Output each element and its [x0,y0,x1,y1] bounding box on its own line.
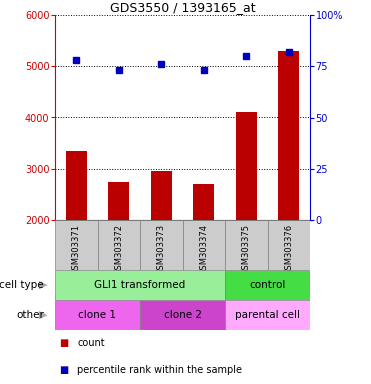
Text: percentile rank within the sample: percentile rank within the sample [77,364,242,374]
Bar [225,300,310,330]
Text: GSM303373: GSM303373 [157,224,166,275]
Text: parental cell: parental cell [235,310,300,320]
Bar [151,171,172,220]
Bar [108,182,129,220]
Text: cell type: cell type [0,280,44,290]
Text: GSM303376: GSM303376 [284,224,293,275]
Bar [140,300,225,330]
Text: GSM303375: GSM303375 [242,224,251,275]
Text: ■: ■ [59,338,68,348]
Bar [193,184,214,220]
Bar [66,151,87,220]
Bar [183,220,225,270]
Bar [225,270,310,300]
Bar [98,220,140,270]
Bar [55,300,140,330]
Text: GSM303372: GSM303372 [114,224,123,275]
Text: other: other [16,310,44,320]
Bar [55,220,98,270]
Bar [140,220,183,270]
Bar [267,220,310,270]
Text: ▶: ▶ [39,280,47,290]
Text: ■: ■ [59,364,68,374]
Text: count: count [77,338,105,348]
Text: GLI1 transformed: GLI1 transformed [94,280,186,290]
Text: ▶: ▶ [39,310,47,320]
Bar [225,220,267,270]
Text: GSM303371: GSM303371 [72,224,81,275]
Title: GDS3550 / 1393165_at: GDS3550 / 1393165_at [110,1,255,14]
Text: control: control [249,280,286,290]
Bar [55,270,225,300]
Bar [236,113,257,220]
Bar [278,51,299,220]
Text: clone 1: clone 1 [79,310,116,320]
Text: clone 2: clone 2 [164,310,201,320]
Text: GSM303374: GSM303374 [199,224,208,275]
